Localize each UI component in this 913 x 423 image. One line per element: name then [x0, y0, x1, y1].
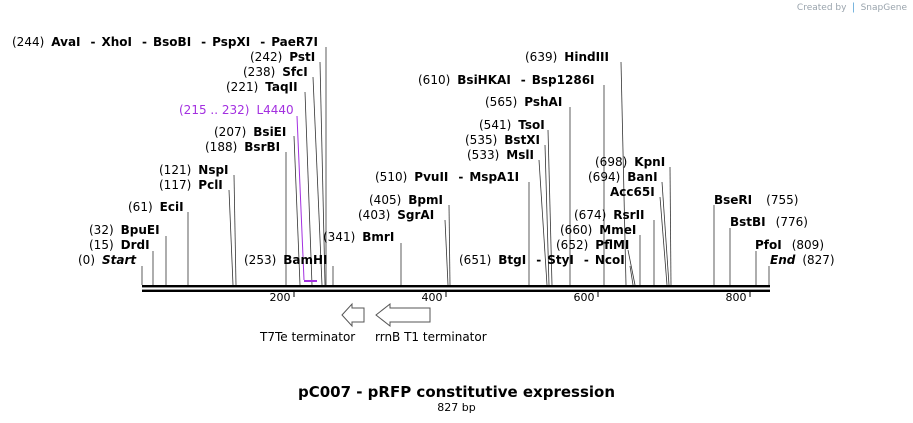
site-acc65i[interactable]: Acc65I [610, 185, 655, 199]
site-bpmi[interactable]: (405) BpmI [369, 193, 443, 207]
line-bpmi [448, 204, 451, 286]
tick-label-200: 200 [269, 291, 291, 304]
tick-label-800: 800 [725, 291, 747, 304]
site-btgi[interactable]: (651) BtgI - StyI - NcoI [459, 253, 625, 267]
map-title: pC007 - pRFP constitutive expression [297, 383, 616, 401]
watermark-prefix: Created by [796, 3, 847, 13]
line-acc65i [659, 196, 668, 286]
line-bstxi [544, 144, 550, 286]
site-bamhi[interactable]: (253) BamHI [244, 253, 328, 267]
l4440-connector [296, 115, 305, 281]
tick-label-600: 600 [573, 291, 595, 304]
site-bsiei[interactable]: (207) BsiEI [214, 125, 287, 139]
t7te-terminator-label: T7Te terminator [260, 330, 356, 344]
site-bseri[interactable]: BseRI (755) [714, 193, 799, 207]
line-msli [538, 159, 548, 286]
map-length: 827 bp [437, 401, 476, 414]
site-tsoi[interactable]: (541) TsoI [479, 118, 545, 132]
rrnb-terminator-label: rrnB T1 terminator [375, 330, 487, 344]
site-avai[interactable]: (244) AvaI - XhoI - BsoBI - PspXI - PaeR7I [12, 35, 318, 49]
feature-l4440[interactable]: (215 .. 232) L4440 [179, 103, 294, 117]
site-bani[interactable]: (694) BanI [588, 170, 658, 184]
site-drdi[interactable]: (15) DrdI [89, 238, 150, 252]
site-pflmi[interactable]: (652) PflMI [556, 238, 630, 252]
site-bstxi[interactable]: (535) BstXI [465, 133, 541, 147]
watermark-brand: SnapGene [860, 3, 907, 13]
rrnb-terminator-arrow[interactable] [375, 302, 431, 328]
site-psti[interactable]: (242) PstI [250, 50, 316, 64]
site-msli[interactable]: (533) MslI [467, 148, 534, 162]
line-sfci [312, 76, 323, 286]
tick-label-400: 400 [421, 291, 443, 304]
site-pcli[interactable]: (117) PclI [159, 178, 223, 192]
site-taqii[interactable]: (221) TaqII [226, 80, 298, 94]
site-sfci[interactable]: (238) SfcI [243, 65, 308, 79]
site-pfoi[interactable]: PfoI (809) [755, 238, 825, 252]
line-ncoi [629, 265, 634, 286]
snapgene-logo-icon: ❘ [849, 2, 858, 13]
line-psti [319, 61, 326, 286]
site-kpni[interactable]: (698) KpnI [595, 155, 666, 169]
site-bpuei[interactable]: (32) BpuEI [89, 223, 160, 237]
line-bsiei [293, 135, 301, 286]
line-nspi [233, 174, 237, 286]
backbone-top-strand [142, 285, 770, 288]
site-pshai[interactable]: (565) PshAI [485, 95, 563, 109]
line-sgrai [444, 219, 449, 286]
line-bani [661, 181, 670, 286]
line-taqii [304, 91, 313, 286]
t7te-terminator-arrow[interactable] [341, 302, 365, 328]
site-nspi[interactable]: (121) NspI [159, 163, 229, 177]
site-bmri[interactable]: (341) BmrI [323, 230, 395, 244]
start-label: (0) Start [78, 253, 137, 267]
line-tsoi [547, 129, 553, 286]
site-rsrii[interactable]: (674) RsrII [574, 208, 645, 222]
site-bsihkai[interactable]: (610) BsiHKAI - Bsp1286I [418, 73, 595, 87]
backbone-bottom-strand [142, 289, 770, 292]
line-pcli [228, 189, 234, 286]
site-bstbi[interactable]: BstBI (776) [730, 215, 808, 229]
line-kpni [669, 166, 672, 286]
site-bsrbi[interactable]: (188) BsrBI [205, 140, 281, 154]
site-ecii[interactable]: (61) EciI [128, 200, 184, 214]
site-sgrai[interactable]: (403) SgrAI [358, 208, 435, 222]
site-hindiii[interactable]: (639) HindIII [525, 50, 609, 64]
site-pvuii[interactable]: (510) PvuII - MspA1I [375, 170, 520, 184]
site-mmei[interactable]: (660) MmeI [560, 223, 637, 237]
line-hindiii [620, 61, 627, 286]
end-label: End (827) [770, 253, 835, 267]
line-pflmi [627, 249, 636, 286]
watermark: Created by ❘ SnapGene [797, 2, 907, 13]
